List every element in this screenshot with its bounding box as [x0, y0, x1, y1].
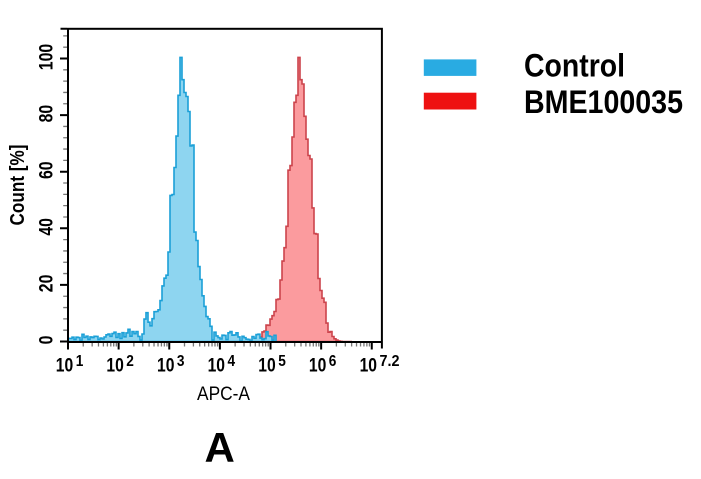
svg-text:20: 20: [37, 275, 58, 293]
svg-text:105: 10 5: [258, 353, 286, 377]
svg-text:60: 60: [37, 161, 58, 179]
svg-text:A: A: [205, 424, 235, 471]
svg-text:101: 10 1: [56, 353, 84, 377]
svg-text:Control: Control: [524, 48, 625, 84]
svg-text:APC-A: APC-A: [197, 383, 250, 405]
svg-text:0: 0: [37, 336, 58, 345]
svg-text:102: 10 2: [106, 353, 134, 377]
svg-text:104: 10 4: [208, 353, 236, 377]
svg-text:100: 100: [37, 44, 58, 70]
svg-text:40: 40: [37, 218, 58, 236]
svg-text:80: 80: [37, 105, 58, 123]
svg-text:103: 10 3: [157, 353, 185, 377]
svg-text:107.2: 10 7.2: [360, 353, 400, 377]
svg-text:Count [%]: Count [%]: [7, 145, 29, 226]
svg-text:106: 10 6: [309, 353, 337, 377]
svg-text:BME100035: BME100035: [524, 84, 683, 120]
